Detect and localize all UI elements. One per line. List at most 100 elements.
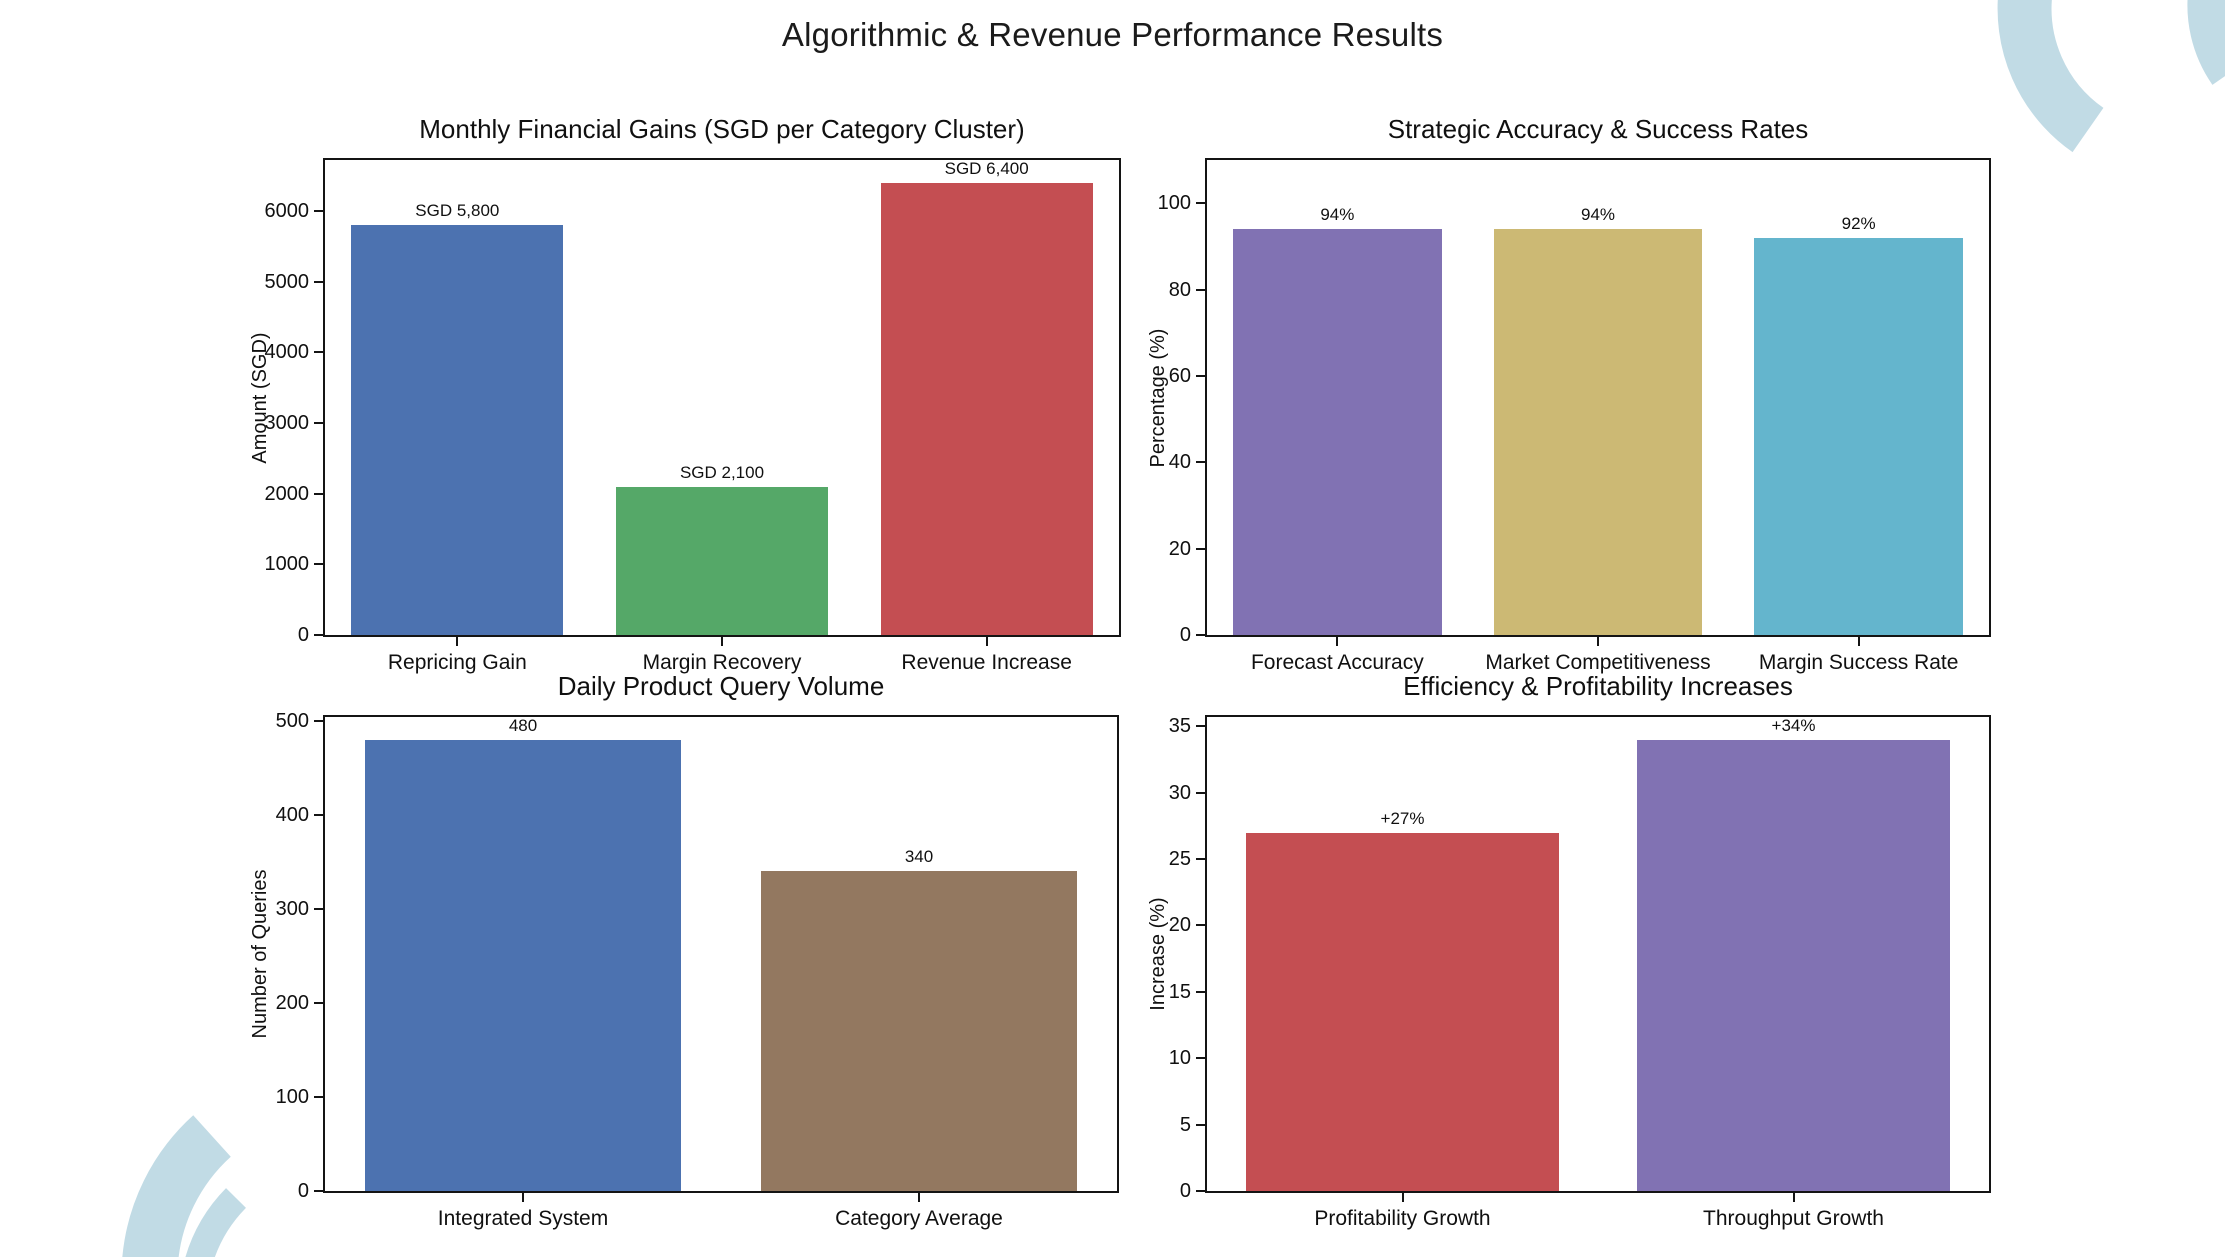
x-tick-label: Repricing Gain	[387, 651, 527, 674]
y-tick-mark	[314, 1095, 323, 1098]
y-tick-mark	[314, 1190, 323, 1192]
y-tick-mark	[314, 719, 323, 722]
y-tick-label: 2000	[264, 482, 310, 505]
chart-title: Efficiency & Profitability Increases	[1403, 671, 1793, 701]
y-tick-label: 1000	[264, 553, 310, 576]
x-tick-label: Market Competitiveness	[1485, 651, 1711, 674]
bar-value-label: 480	[508, 715, 538, 735]
y-tick-mark	[314, 634, 323, 636]
x-tick-label: Margin Success Rate	[1758, 651, 1959, 674]
y-tick-label: 200	[275, 991, 309, 1014]
x-tick-mark	[721, 637, 723, 646]
chart-monthly-financial-gains: Monthly Financial Gains (SGD per Categor…	[249, 114, 1121, 674]
plot-area: 0 5 10 15 20 25 30 35 +27% Profitability Growth +3…	[1169, 715, 1991, 1230]
bar-value-label: +34%	[1771, 715, 1816, 735]
y-tick-label: 0	[1179, 1180, 1191, 1202]
x-tick-mark	[1401, 1193, 1404, 1202]
bar	[1246, 832, 1559, 1191]
x-tick-label: Throughput Growth	[1703, 1207, 1884, 1230]
chart-title: Daily Product Query Volume	[557, 671, 885, 701]
x-tick-label: Profitability Growth	[1314, 1207, 1491, 1230]
y-tick-label: 6000	[264, 199, 310, 222]
y-tick-mark	[1196, 547, 1205, 550]
y-tick-mark	[1196, 924, 1205, 927]
bar-value-label: 340	[904, 847, 934, 867]
y-tick-label: 400	[275, 803, 309, 826]
x-tick-label: Margin Recovery	[642, 651, 802, 674]
y-tick-label: 15	[1168, 980, 1191, 1003]
y-tick-mark	[314, 563, 323, 566]
bar-value-label: 94%	[1320, 205, 1355, 225]
y-tick-label: 60	[1168, 364, 1191, 387]
y-tick-mark	[1196, 725, 1205, 728]
x-tick-label: Integrated System	[437, 1207, 609, 1230]
chart-strategic-accuracy: Strategic Accuracy & Success Rates Perce…	[1147, 114, 1991, 674]
y-tick-label: 80	[1168, 278, 1191, 301]
x-tick-mark	[1792, 1193, 1795, 1202]
x-tick-mark	[1597, 637, 1599, 646]
bar-value-label: +27%	[1380, 808, 1425, 828]
y-tick-mark	[1196, 634, 1205, 636]
chart-title: Monthly Financial Gains (SGD per Categor…	[419, 114, 1025, 144]
bar	[616, 486, 828, 635]
corner-arc-decoration-bottom-left	[122, 1115, 232, 1257]
y-tick-label: 35	[1168, 715, 1191, 738]
chart-daily-query-volume: Daily Product Query Volume Number of Que…	[249, 671, 1119, 1230]
y-tick-label: 100	[1157, 192, 1191, 215]
y-tick-label: 100	[275, 1085, 309, 1108]
y-tick-mark	[1196, 990, 1205, 993]
bar	[364, 739, 682, 1191]
y-tick-mark	[1196, 791, 1205, 794]
y-tick-mark	[314, 280, 323, 283]
x-tick-label: Revenue Increase	[901, 651, 1072, 674]
y-tick-label: 30	[1168, 781, 1191, 804]
y-tick-label: 0	[297, 1180, 309, 1202]
y-tick-mark	[314, 1001, 323, 1004]
y-tick-label: 20	[1168, 537, 1191, 560]
y-tick-label: 0	[1179, 624, 1191, 646]
y-tick-mark	[314, 421, 323, 424]
x-tick-mark	[522, 1193, 524, 1202]
bar	[1637, 739, 1950, 1191]
x-tick-label: Forecast Accuracy	[1250, 651, 1424, 674]
chart-title: Strategic Accuracy & Success Rates	[1387, 114, 1809, 144]
y-tick-label: 500	[275, 709, 309, 732]
y-tick-label: 4000	[264, 341, 310, 364]
bar-value-label: 94%	[1580, 205, 1616, 225]
bar	[1493, 229, 1703, 635]
y-tick-mark	[1196, 1057, 1205, 1060]
y-tick-mark	[314, 813, 323, 816]
y-tick-mark	[314, 351, 323, 354]
bar	[880, 182, 1093, 635]
page-title: Algorithmic & Revenue Performance Result…	[781, 16, 1444, 53]
corner-arc-inner-decoration-bottom-left	[185, 1188, 247, 1257]
y-tick-label: 40	[1168, 451, 1191, 474]
bar-value-label: SGD 5,800	[415, 201, 500, 221]
y-tick-label: 0	[297, 624, 309, 646]
x-tick-label: Category Average	[835, 1207, 1003, 1230]
y-tick-label: 10	[1168, 1047, 1191, 1070]
y-tick-mark	[1196, 1123, 1205, 1126]
bar	[760, 871, 1078, 1191]
y-tick-mark	[1196, 202, 1205, 205]
x-tick-mark	[918, 1193, 920, 1202]
bar-value-label: SGD 6,400	[944, 158, 1029, 178]
y-tick-mark	[1196, 461, 1205, 464]
x-tick-mark	[456, 637, 459, 646]
y-axis-label: Number of Queries	[249, 869, 271, 1039]
y-tick-mark	[314, 209, 323, 212]
chart-efficiency-increases: Efficiency & Profitability Increases Inc…	[1147, 671, 1991, 1230]
y-tick-mark	[314, 907, 323, 910]
bar	[1754, 237, 1963, 635]
bar-value-label: SGD 2,100	[679, 462, 765, 482]
bar	[1233, 229, 1442, 635]
y-tick-label: 5	[1179, 1113, 1191, 1136]
bar	[351, 225, 564, 635]
y-axis-label: Increase (%)	[1147, 897, 1169, 1011]
y-tick-label: 300	[275, 897, 309, 920]
plot-area: 0 1000 2000 3000 4000 5000 6000 SGD 5,800 Repric…	[265, 158, 1121, 674]
y-tick-label: 20	[1168, 914, 1191, 937]
plot-area: 0 20 40 60 80 100 94% Forecast Accuracy 94% Marke…	[1158, 158, 1991, 674]
y-tick-label: 25	[1168, 848, 1191, 871]
